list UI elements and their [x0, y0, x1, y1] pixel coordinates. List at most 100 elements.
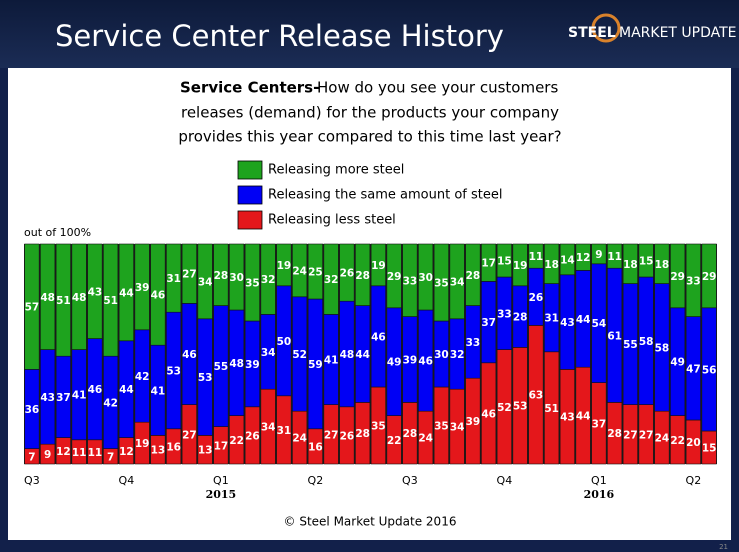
data-label: 22	[670, 435, 685, 447]
legend-swatch	[237, 160, 263, 180]
data-label: 43	[40, 392, 55, 404]
bar-segment	[339, 243, 355, 302]
data-label: 50	[277, 336, 292, 348]
data-label: 37	[592, 418, 607, 430]
x-tick-label: Q4	[497, 474, 513, 487]
bar-segment	[103, 243, 119, 357]
data-label: 51	[544, 403, 559, 415]
x-group-label: 2015	[206, 488, 237, 501]
data-label: 35	[434, 421, 449, 433]
data-label: 59	[308, 359, 323, 371]
legend-swatch	[237, 185, 263, 205]
data-label: 63	[529, 390, 544, 402]
bar-segment	[402, 243, 418, 317]
bar-segment	[528, 243, 544, 269]
bar-segment	[370, 243, 386, 287]
data-label: 37	[481, 317, 496, 329]
data-label: 31	[544, 313, 559, 325]
data-label: 16	[166, 441, 181, 453]
data-label: 43	[560, 412, 575, 424]
data-label: 44	[119, 384, 134, 396]
bar-segment	[197, 243, 213, 320]
data-label: 44	[355, 349, 370, 361]
x-group-label: 2016	[584, 488, 615, 501]
bar-segment	[55, 243, 71, 357]
bar-segment	[118, 243, 134, 342]
data-label: 39	[135, 282, 150, 294]
data-label: 39	[245, 359, 260, 371]
data-label: 39	[403, 355, 418, 367]
data-label: 28	[466, 270, 481, 282]
bar-segment	[607, 243, 623, 269]
bar-segment	[575, 243, 591, 271]
data-label: 32	[324, 274, 339, 286]
data-label: 42	[103, 397, 118, 409]
data-label: 25	[308, 267, 323, 279]
bar-segment	[40, 243, 56, 350]
data-label: 22	[387, 435, 402, 447]
bar-segment	[559, 243, 575, 276]
data-label: 44	[119, 287, 134, 299]
data-label: 34	[198, 276, 213, 288]
subtitle-lead: Service Centers-	[180, 79, 319, 97]
data-label: 39	[466, 416, 481, 428]
data-label: 33	[466, 337, 481, 349]
bar-segment	[512, 243, 528, 287]
data-label: 28	[355, 270, 370, 282]
data-label: 15	[497, 256, 512, 268]
data-label: 43	[88, 286, 103, 298]
data-label: 24	[292, 265, 307, 277]
data-label: 49	[670, 357, 685, 369]
data-label: 34	[450, 276, 465, 288]
bar-segment	[307, 243, 323, 300]
data-label: 18	[623, 259, 638, 271]
bar-segment	[622, 243, 638, 284]
data-label: 34	[450, 422, 465, 434]
data-label: 26	[340, 268, 355, 280]
data-label: 31	[277, 425, 292, 437]
bar-segment	[276, 243, 292, 287]
data-label: 46	[371, 331, 386, 343]
data-label: 19	[135, 438, 150, 450]
data-label: 13	[198, 445, 213, 457]
x-tick-label: Q1	[591, 474, 607, 487]
subtitle-line: releases (demand) for the products your …	[181, 104, 559, 122]
data-label: 41	[72, 390, 87, 402]
data-label: 15	[702, 443, 717, 455]
data-label: 26	[340, 430, 355, 442]
data-label: 11	[72, 447, 87, 459]
source: © Steel Market Update 2016	[284, 515, 457, 529]
data-label: 28	[607, 428, 622, 440]
data-label: 46	[182, 349, 197, 361]
data-label: 48	[40, 292, 55, 304]
data-label: 29	[670, 271, 685, 283]
data-label: 51	[56, 295, 71, 307]
data-label: 31	[166, 273, 181, 285]
bar-segment	[244, 243, 260, 322]
bar-segment	[213, 243, 229, 306]
logo-text-bold: STEEL	[568, 25, 616, 41]
data-label: 11	[88, 447, 103, 459]
data-label: 57	[25, 302, 40, 314]
data-label: 42	[135, 371, 150, 383]
data-label: 19	[277, 260, 292, 272]
data-label: 33	[497, 308, 512, 320]
data-label: 28	[403, 428, 418, 440]
data-label: 46	[151, 290, 166, 302]
data-label: 33	[403, 275, 418, 287]
bar-segment	[433, 243, 449, 322]
bar-segment	[481, 243, 497, 282]
data-label: 28	[355, 428, 370, 440]
bar-segment	[496, 243, 512, 278]
data-label: 7	[107, 451, 114, 463]
data-label: 54	[592, 318, 607, 330]
data-label: 12	[119, 446, 134, 458]
data-label: 46	[481, 408, 496, 420]
data-label: 27	[639, 429, 654, 441]
data-label: 34	[261, 422, 276, 434]
data-label: 53	[166, 366, 181, 378]
data-label: 13	[151, 445, 166, 457]
data-label: 9	[44, 449, 51, 461]
data-label: 15	[639, 256, 654, 268]
